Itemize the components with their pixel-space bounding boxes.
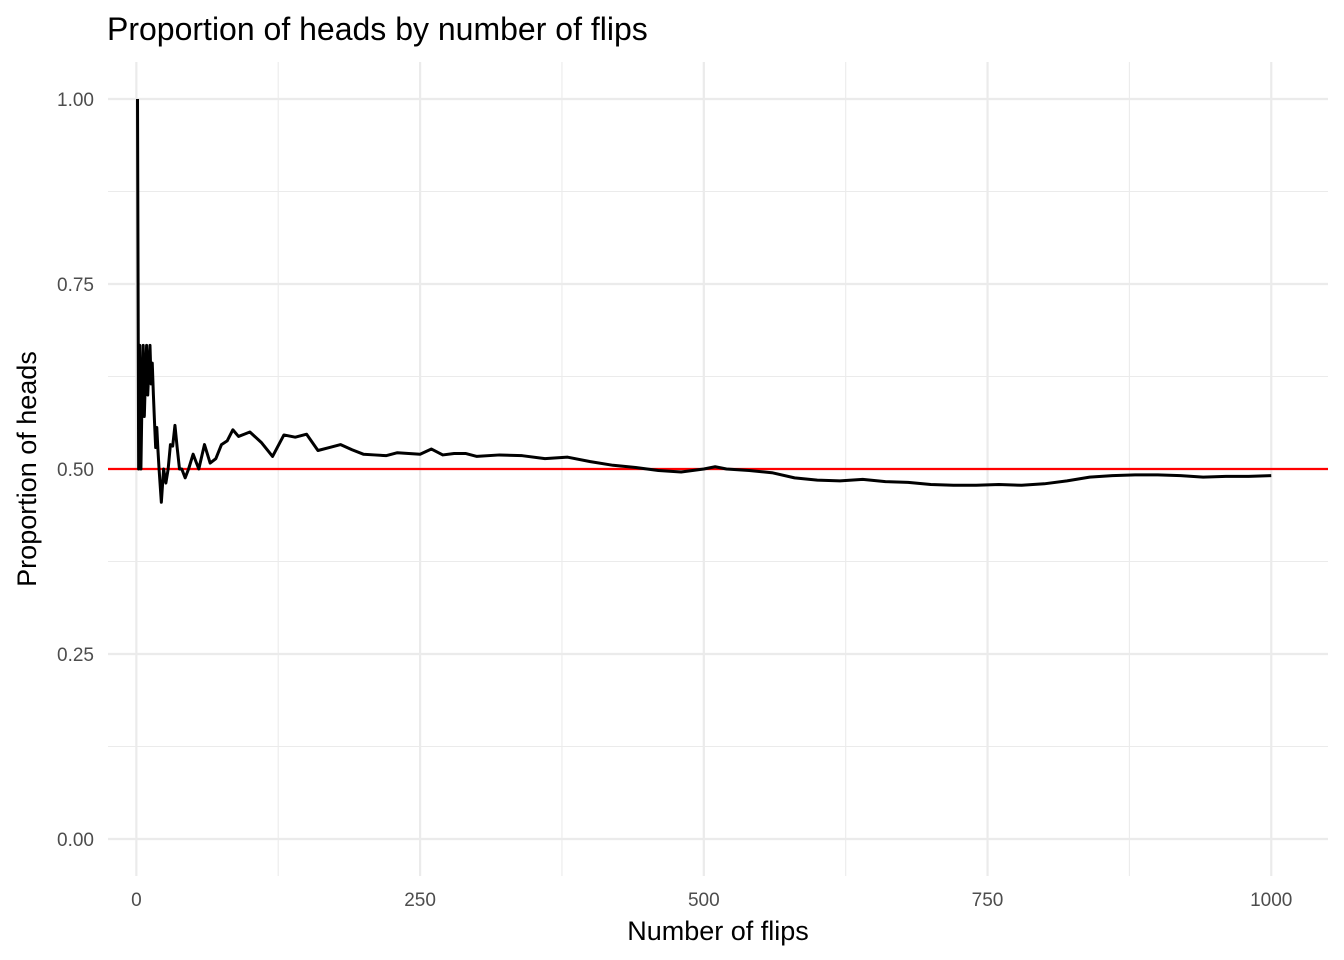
y-axis-title: Proportion of heads xyxy=(12,351,42,587)
x-tick-label: 0 xyxy=(131,890,142,911)
x-axis-title: Number of flips xyxy=(627,916,809,946)
series-line xyxy=(136,98,1272,504)
minor-gridlines-y xyxy=(108,190,1328,748)
y-tick-label: 0.75 xyxy=(57,275,94,296)
x-axis-tick-labels: 0 250 500 750 1000 xyxy=(131,890,1292,911)
y-tick-label: 0.50 xyxy=(57,460,94,481)
y-tick-label: 0.00 xyxy=(57,830,94,851)
x-tick-label: 250 xyxy=(404,890,436,911)
y-tick-label: 1.00 xyxy=(57,90,94,111)
x-tick-label: 500 xyxy=(688,890,720,911)
y-tick-label: 0.25 xyxy=(57,645,94,666)
x-tick-label: 750 xyxy=(972,890,1004,911)
chart-title: Proportion of heads by number of flips xyxy=(107,11,648,47)
y-axis-tick-labels: 0.00 0.25 0.50 0.75 1.00 xyxy=(57,90,94,851)
x-tick-label: 1000 xyxy=(1250,890,1292,911)
